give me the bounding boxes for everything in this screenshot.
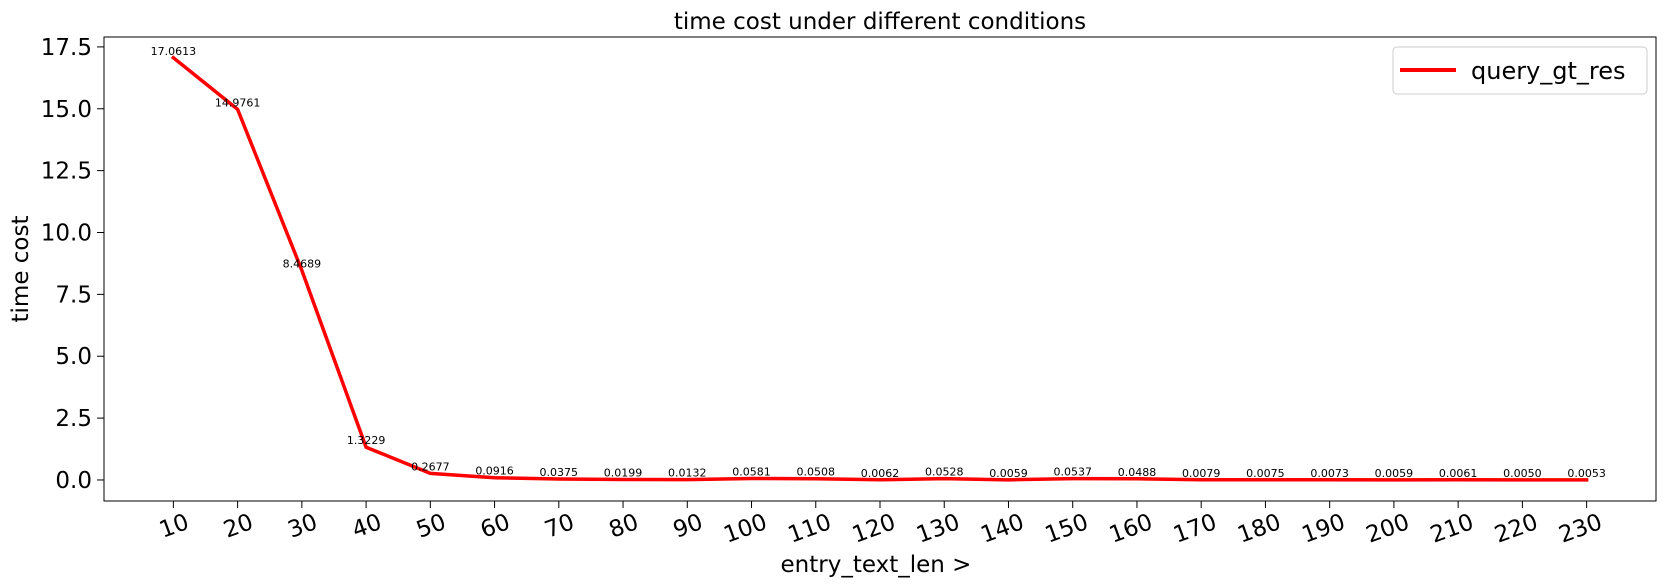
x-tick-label: 170 bbox=[1170, 509, 1220, 548]
legend: query_gt_res bbox=[1392, 46, 1648, 95]
data-label: 0.2677 bbox=[411, 460, 450, 473]
data-label: 17.0613 bbox=[151, 45, 197, 58]
x-tick-label: 60 bbox=[477, 509, 513, 543]
series-layer bbox=[170, 55, 1589, 482]
series-line-query_gt_res bbox=[170, 55, 1589, 482]
y-tick-label: 12.5 bbox=[41, 159, 92, 185]
data-label: 14.9761 bbox=[215, 96, 261, 109]
data-label: 0.0075 bbox=[1246, 467, 1285, 480]
x-tick-label: 190 bbox=[1299, 509, 1349, 548]
data-label: 8.4689 bbox=[283, 257, 322, 270]
y-tick-label: 17.5 bbox=[41, 35, 92, 61]
x-tick-label: 180 bbox=[1234, 509, 1284, 548]
data-label: 0.0053 bbox=[1567, 467, 1606, 480]
y-tick-label: 2.5 bbox=[55, 406, 92, 432]
data-label: 0.0528 bbox=[925, 466, 964, 479]
x-tick-label: 110 bbox=[785, 509, 835, 548]
data-label: 0.0199 bbox=[604, 466, 643, 479]
x-tick-label: 10 bbox=[156, 509, 192, 543]
data-label: 0.0059 bbox=[989, 467, 1028, 480]
data-label: 0.0062 bbox=[861, 467, 900, 480]
x-tick-label: 50 bbox=[413, 509, 449, 543]
legend-label: query_gt_res bbox=[1471, 57, 1626, 85]
data-label: 0.0488 bbox=[1118, 466, 1157, 479]
x-tick-label: 210 bbox=[1427, 509, 1477, 548]
x-tick-label: 20 bbox=[220, 509, 256, 543]
data-label: 0.0061 bbox=[1439, 467, 1478, 480]
x-tick-label: 30 bbox=[284, 509, 320, 543]
y-axis-label: time cost bbox=[8, 216, 34, 323]
data-label: 0.0916 bbox=[475, 465, 514, 478]
y-tick-label: 0.0 bbox=[55, 468, 92, 494]
data-label: 0.0079 bbox=[1182, 467, 1221, 480]
data-label: 0.0581 bbox=[732, 466, 771, 479]
y-tick-label: 5.0 bbox=[55, 344, 92, 370]
y-tick-label: 7.5 bbox=[55, 282, 92, 308]
data-label: 1.3229 bbox=[347, 434, 386, 447]
x-tick-label: 100 bbox=[720, 509, 770, 548]
x-tick-label: 230 bbox=[1556, 509, 1606, 548]
x-tick-label: 130 bbox=[913, 509, 963, 548]
x-tick-label: 150 bbox=[1042, 509, 1092, 548]
data-labels: 17.0613 14.9761 8.4689 1.3229 0.2677 0.0916 0.… bbox=[151, 45, 1606, 480]
x-tick-label: 80 bbox=[606, 509, 642, 543]
chart-title: time cost under different conditions bbox=[674, 9, 1086, 35]
x-axis: 10 20 30 40 50 60 70 80 90 100 110 120 130 140 150 160 1… bbox=[156, 501, 1606, 549]
x-tick-label: 70 bbox=[541, 509, 577, 543]
x-tick-label: 220 bbox=[1491, 509, 1541, 548]
plot-area bbox=[103, 36, 1657, 502]
x-axis-label: entry_text_len > bbox=[781, 552, 972, 578]
data-label: 0.0508 bbox=[797, 466, 836, 479]
x-tick-label: 90 bbox=[670, 509, 706, 543]
data-label: 0.0537 bbox=[1053, 466, 1092, 479]
data-label: 0.0375 bbox=[540, 466, 579, 479]
data-label: 0.0132 bbox=[668, 467, 707, 480]
y-tick-label: 10.0 bbox=[41, 220, 92, 246]
legend-box bbox=[1392, 46, 1648, 95]
x-tick-label: 140 bbox=[977, 509, 1027, 548]
y-tick-label: 15.0 bbox=[41, 97, 92, 123]
x-tick-label: 160 bbox=[1106, 509, 1156, 548]
data-label: 0.0073 bbox=[1310, 467, 1349, 480]
data-label: 0.0050 bbox=[1503, 467, 1542, 480]
x-tick-label: 200 bbox=[1363, 509, 1413, 548]
x-tick-label: 120 bbox=[849, 509, 899, 548]
data-label: 0.0059 bbox=[1375, 467, 1414, 480]
y-axis: 0.0 2.5 5.0 7.5 10.0 12.5 15.0 17.5 bbox=[41, 35, 104, 494]
x-tick-label: 40 bbox=[349, 509, 385, 543]
